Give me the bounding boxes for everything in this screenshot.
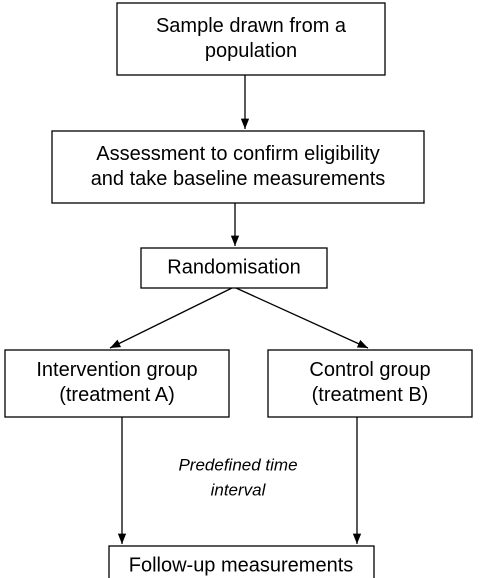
arrow — [109, 287, 233, 349]
node-box — [116, 2, 386, 76]
arrow — [235, 287, 369, 349]
node-box — [267, 349, 473, 418]
node-label: population — [205, 40, 297, 62]
node-box — [140, 247, 328, 289]
node-box — [108, 545, 375, 578]
annotation-text: Predefined time — [178, 455, 297, 474]
node-label: and take baseline measurements — [91, 168, 386, 190]
node-label: (treatment A) — [59, 384, 175, 406]
node-label: Randomisation — [167, 256, 300, 278]
node-label: (treatment B) — [312, 384, 429, 406]
node-label: Control group — [309, 359, 430, 381]
annotation-text: interval — [211, 480, 267, 499]
node-box — [51, 130, 425, 204]
node-label: Sample drawn from a — [156, 15, 347, 37]
node-box — [4, 349, 230, 418]
node-label: Intervention group — [36, 359, 197, 381]
node-label: Follow-up measurements — [129, 554, 354, 576]
node-label: Assessment to confirm eligibility — [96, 143, 379, 165]
